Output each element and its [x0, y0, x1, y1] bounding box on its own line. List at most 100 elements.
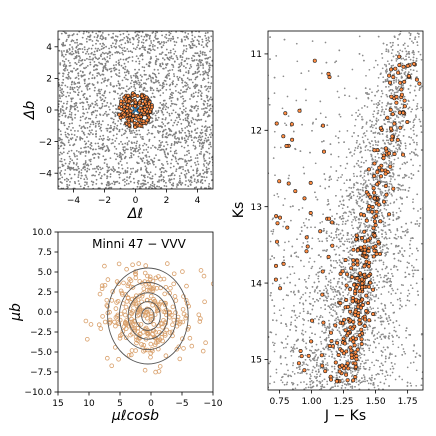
field-star-point	[206, 57, 209, 60]
cmd-field-point	[357, 232, 359, 234]
cmd-field-point	[354, 124, 356, 127]
field-star-point	[75, 102, 78, 105]
field-star-point	[81, 130, 84, 133]
field-star-point	[153, 183, 156, 186]
field-star-point	[175, 103, 178, 106]
field-star-point	[169, 129, 172, 131]
field-star-point	[88, 47, 90, 50]
field-star-point	[184, 99, 187, 102]
field-star-point	[171, 96, 174, 99]
field-star-point	[168, 178, 171, 181]
field-star-point	[144, 165, 147, 168]
cmd-field-point	[319, 185, 322, 187]
cmd-field-point	[347, 359, 350, 361]
pm-star-point	[162, 302, 168, 308]
field-star-point	[198, 58, 201, 61]
pm-star-point	[133, 348, 138, 353]
field-star-point	[124, 125, 127, 128]
field-star-point	[115, 64, 117, 66]
field-star-point	[164, 36, 166, 38]
field-star-point	[169, 49, 172, 52]
field-star-point	[68, 94, 70, 97]
field-star-point	[185, 45, 188, 47]
field-star-point	[100, 123, 103, 126]
field-star-point	[123, 76, 126, 79]
cmd-field-point	[321, 220, 324, 223]
cmd-field-point	[397, 217, 400, 220]
field-star-point	[129, 41, 132, 44]
field-star-point	[102, 42, 104, 45]
field-star-point	[198, 134, 201, 137]
field-star-point	[88, 133, 91, 136]
cluster-star-point	[117, 112, 122, 117]
field-star-point	[197, 71, 200, 73]
field-star-point	[135, 60, 138, 63]
field-star-point	[109, 82, 112, 84]
field-star-point	[180, 172, 183, 175]
field-star-point	[73, 134, 76, 136]
field-star-point	[145, 186, 147, 189]
field-star-point	[162, 103, 165, 105]
field-star-point	[59, 62, 62, 64]
field-star-point	[142, 44, 144, 47]
field-star-point	[130, 85, 133, 88]
pm-star-point	[151, 322, 157, 327]
field-star-point	[61, 44, 64, 47]
field-star-point	[99, 171, 101, 174]
field-star-point	[186, 154, 188, 156]
field-star-point	[191, 139, 193, 142]
cmd-field-point	[284, 122, 286, 125]
cmd-field-point	[269, 382, 271, 385]
field-star-point	[71, 122, 73, 125]
field-star-point	[205, 85, 207, 88]
pm-star-point	[157, 364, 163, 369]
field-star-point	[108, 51, 111, 54]
field-star-point	[64, 84, 67, 87]
field-star-point	[78, 55, 81, 58]
cmd-field-point	[387, 85, 390, 88]
field-star-point	[86, 170, 89, 172]
field-star-point	[110, 44, 113, 47]
field-star-point	[145, 63, 148, 66]
pm-star-point	[157, 337, 163, 342]
field-star-point	[168, 180, 170, 182]
field-star-point	[114, 43, 117, 45]
field-star-point	[108, 91, 111, 94]
field-star-point	[106, 129, 109, 132]
field-star-point	[154, 173, 157, 176]
cmd-field-point	[348, 257, 351, 260]
field-star-point	[199, 181, 202, 184]
field-star-point	[199, 64, 202, 67]
field-star-point	[145, 168, 147, 171]
pm-star-point	[180, 269, 185, 274]
field-star-point	[65, 40, 68, 42]
cmd-field-point	[420, 106, 422, 109]
field-star-point	[157, 58, 160, 61]
field-star-point	[161, 84, 164, 87]
field-star-point	[99, 90, 101, 93]
field-star-point	[95, 32, 98, 35]
field-star-point	[162, 92, 165, 94]
field-star-point	[184, 170, 187, 172]
cmd-field-point	[291, 370, 294, 373]
field-star-point	[100, 53, 103, 56]
cmd-field-point	[354, 118, 357, 121]
field-star-point	[86, 87, 88, 89]
field-star-point	[98, 49, 101, 51]
pm-star-point	[140, 345, 146, 351]
field-star-point	[80, 137, 83, 140]
cmd-field-point	[320, 340, 322, 343]
cmd-field-point	[353, 306, 356, 309]
field-star-point	[176, 184, 179, 187]
field-star-point	[98, 153, 101, 156]
field-star-point	[119, 33, 122, 36]
spatial-y-ticks: 420−2−4	[39, 43, 58, 179]
field-star-point	[166, 143, 169, 146]
pm-y-tick-label: −10.0	[24, 388, 52, 398]
field-star-point	[141, 46, 144, 49]
field-star-point	[162, 176, 165, 179]
field-star-point	[130, 154, 133, 157]
field-star-point	[95, 42, 97, 45]
pm-star-point	[136, 303, 142, 309]
pm-star-point	[203, 340, 208, 346]
